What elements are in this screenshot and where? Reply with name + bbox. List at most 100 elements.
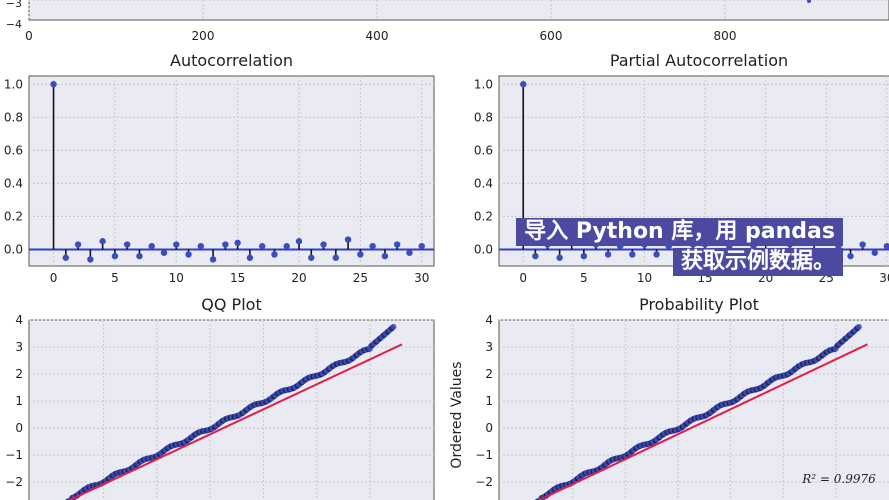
probplot-fit-line (537, 343, 868, 500)
pacf-ytick-4: 0.8 (474, 110, 493, 124)
qqplot-ytick-2: 2 (15, 367, 23, 381)
acf-ytick-4: 0.8 (4, 110, 23, 124)
pacf-ytick-5: 1.0 (474, 77, 493, 91)
acf-marker-7 (136, 252, 143, 260)
timeseries-xtick-4: 800 (714, 29, 737, 43)
acf-marker-2 (74, 241, 82, 248)
acf-marker-20 (295, 238, 303, 245)
acf-marker-1 (62, 254, 70, 261)
pacf-marker-11 (653, 251, 660, 258)
acf-marker-21 (308, 254, 315, 261)
acf-ytick-3: 0.6 (4, 143, 23, 157)
acf-marker-16 (246, 254, 254, 261)
pacf-marker-9 (629, 251, 636, 258)
probplot-axes (498, 319, 889, 500)
pacf-marker-29 (871, 249, 878, 256)
pacf-ytick-2: 0.4 (474, 176, 493, 190)
caption-line-2: 获取示例数据。 (672, 248, 843, 276)
acf-xtick-1: 5 (111, 271, 119, 285)
acf-marker-12 (197, 242, 205, 250)
probplot-ytick-2: 2 (485, 367, 493, 381)
qqplot-ytick-1: 3 (15, 340, 23, 354)
acf-marker-5 (111, 252, 119, 260)
probplot-ytick-5: −1 (475, 448, 493, 462)
acf-marker-27 (381, 252, 389, 260)
timeseries-xtick-3: 600 (540, 29, 563, 43)
acf-marker-23 (332, 254, 340, 261)
acf-marker-11 (185, 251, 192, 258)
acf-xtick-0: 0 (50, 271, 58, 285)
acf-marker-26 (369, 242, 376, 250)
timeseries-xtick-1: 200 (192, 29, 215, 43)
qqplot-ytick-6: −2 (5, 475, 23, 489)
pacf-xtick-6: 30 (879, 271, 889, 285)
timeseries-point (807, 0, 811, 3)
acf-title: Autocorrelation (170, 51, 293, 70)
acf-marker-10 (173, 241, 180, 248)
qqplot-fit-line (67, 343, 403, 500)
pacf-marker-3 (556, 254, 563, 261)
acf-marker-25 (357, 251, 364, 258)
acf-xtick-2: 10 (169, 271, 184, 285)
acf-marker-4 (99, 238, 106, 245)
subtitle-caption: 导入 Python 库，用 pandas 获取示例数据。 (516, 218, 843, 276)
probplot-point-259 (855, 323, 862, 330)
acf-ytick-5: 1.0 (4, 77, 23, 91)
qqplot-ytick-4: 0 (15, 421, 23, 435)
acf-marker-3 (87, 256, 94, 263)
pacf-marker-0 (520, 81, 527, 88)
acf-marker-19 (283, 242, 290, 250)
acf-marker-28 (393, 241, 401, 248)
qqplot-point-259 (390, 323, 397, 330)
acf-marker-0 (50, 81, 57, 88)
probplot-ylabel: Ordered Values (449, 361, 465, 468)
pacf-marker-5 (580, 252, 588, 260)
acf-xtick-3: 15 (230, 271, 245, 285)
pacf-marker-1 (532, 252, 539, 260)
qqplot-ytick-3: 1 (15, 394, 23, 408)
qqplot-title: QQ Plot (201, 295, 261, 314)
acf-marker-13 (209, 256, 217, 263)
acf-axes (28, 75, 435, 267)
acf-marker-17 (258, 242, 266, 250)
pacf-ytick-1: 0.2 (474, 209, 493, 223)
timeseries-axes (28, 0, 889, 21)
acf-xtick-6: 30 (414, 271, 429, 285)
pacf-marker-7 (604, 251, 612, 258)
acf-marker-14 (222, 241, 229, 248)
caption-line-1: 导入 Python 库，用 pandas (516, 218, 843, 246)
probplot-r2-annotation: R² = 0.9976 (801, 472, 876, 486)
probplot-ytick-3: 1 (485, 394, 493, 408)
acf-xtick-4: 20 (291, 271, 306, 285)
acf-ytick-2: 0.4 (4, 176, 23, 190)
timeseries-ytick-0: −3 (6, 0, 22, 10)
pacf-ytick-0: 0.0 (474, 242, 493, 256)
pacf-marker-30 (883, 242, 889, 250)
pacf-marker-27 (847, 252, 854, 260)
acf-marker-29 (406, 249, 413, 256)
timeseries-xtick-0: 0 (25, 29, 33, 43)
probplot-ytick-4: 0 (485, 421, 493, 435)
acf-marker-18 (271, 251, 278, 258)
timeseries-ytick-1: −4 (6, 18, 22, 31)
acf-marker-30 (418, 242, 425, 250)
acf-marker-9 (160, 249, 168, 256)
acf-marker-15 (234, 239, 241, 247)
pacf-xtick-0: 0 (519, 271, 527, 285)
pacf-title: Partial Autocorrelation (610, 51, 788, 70)
probplot-ytick-0: 4 (485, 313, 493, 327)
acf-xtick-5: 25 (353, 271, 368, 285)
probplot-ytick-6: −2 (475, 475, 493, 489)
acf-ytick-0: 0.0 (4, 242, 23, 256)
pacf-xtick-1: 5 (580, 271, 588, 285)
acf-marker-24 (344, 236, 352, 243)
qqplot-ytick-0: 4 (15, 313, 23, 327)
probplot-ytick-1: 3 (485, 340, 493, 354)
acf-marker-8 (148, 242, 155, 250)
pacf-marker-28 (859, 241, 866, 248)
pacf-xtick-2: 10 (637, 271, 652, 285)
acf-marker-22 (320, 241, 327, 248)
acf-marker-6 (123, 241, 131, 248)
timeseries-xtick-2: 400 (366, 29, 389, 43)
acf-ytick-1: 0.2 (4, 209, 23, 223)
